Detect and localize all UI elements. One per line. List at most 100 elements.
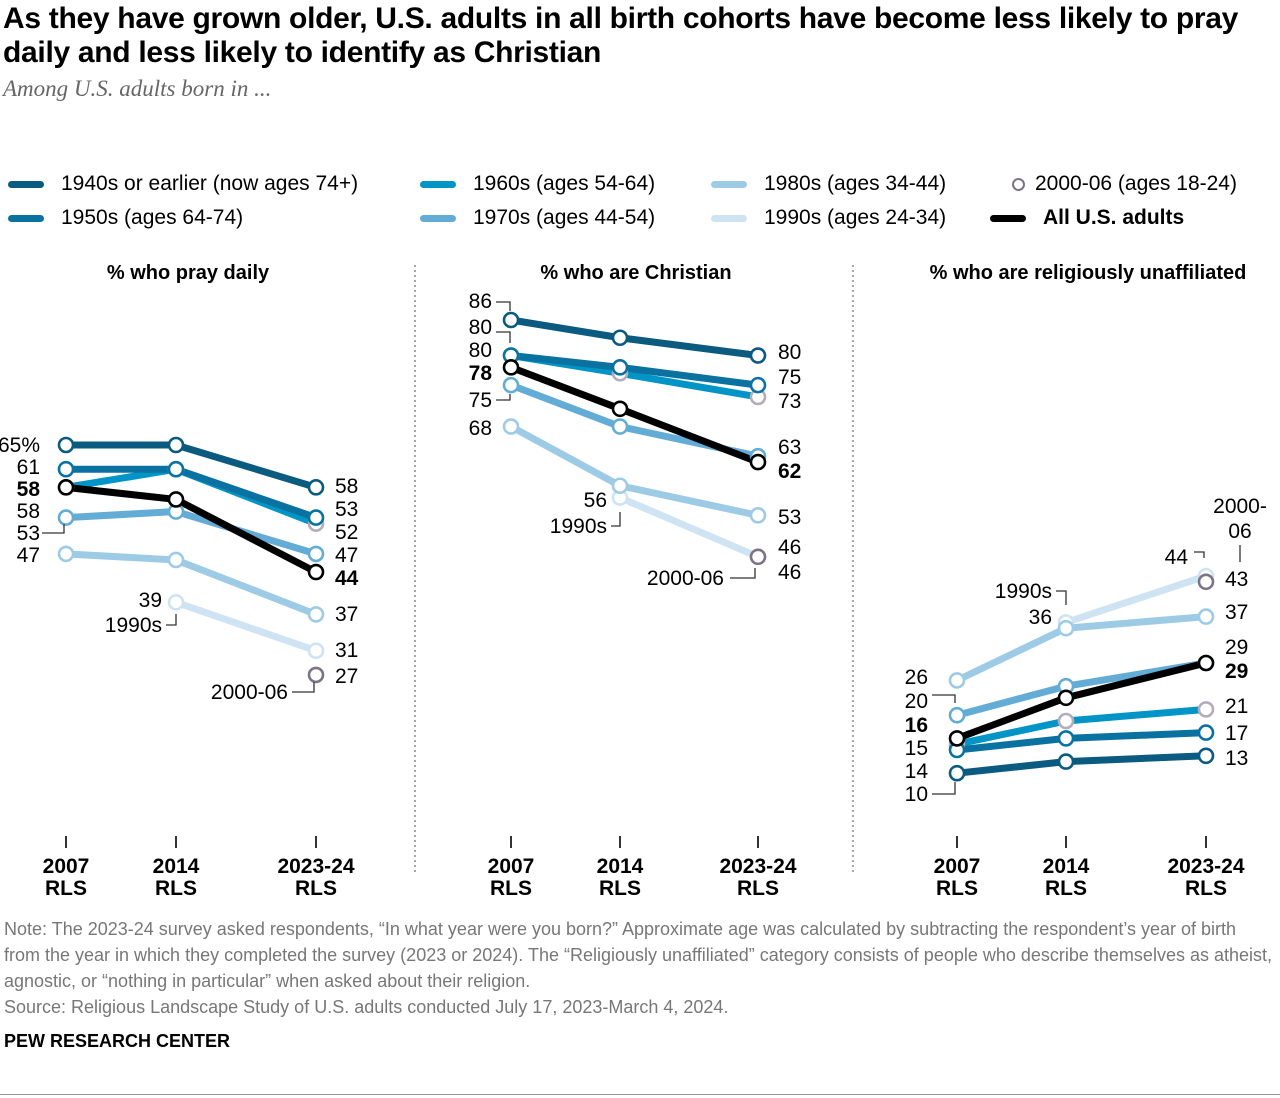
data-point-all bbox=[167, 491, 185, 508]
x-tick-label: 2007 bbox=[934, 855, 981, 878]
label-leader-line bbox=[496, 301, 511, 311]
data-point-1980s bbox=[167, 551, 185, 569]
legend-item-1940s: 1940s or earlier (now ages 74+) bbox=[8, 171, 358, 197]
note: Note: The 2023-24 survey asked responden… bbox=[4, 916, 1276, 1020]
data-label: 78 bbox=[469, 362, 493, 385]
data-label: 29 bbox=[1225, 660, 1248, 683]
data-label: 10 bbox=[905, 783, 928, 806]
x-tick-label: RLS bbox=[1185, 877, 1227, 900]
label-leader-line bbox=[42, 524, 65, 534]
series-line-1990s bbox=[1064, 572, 1208, 626]
series-line-1990s bbox=[618, 494, 760, 561]
data-label: 26 bbox=[905, 666, 928, 689]
x-tick-label: 2007 bbox=[488, 855, 535, 878]
panel-title: % who are Christian bbox=[540, 262, 731, 284]
data-point-1950s bbox=[167, 460, 185, 478]
data-point-1980s bbox=[948, 672, 966, 689]
legend-item-1980s: 1980s (ages 34-44) bbox=[711, 171, 946, 197]
data-point-1970s bbox=[57, 509, 75, 526]
legend-swatch bbox=[420, 214, 456, 222]
data-label: 06 bbox=[1228, 520, 1251, 543]
data-point-1980s bbox=[611, 477, 629, 495]
data-point-1960s bbox=[1057, 712, 1075, 730]
data-label: 75 bbox=[778, 366, 801, 389]
data-label: 86 bbox=[469, 290, 492, 313]
source-text: Source: Religious Landscape Study of U.S… bbox=[4, 997, 729, 1017]
x-tick-label: RLS bbox=[490, 877, 532, 900]
data-label: 2000- bbox=[1213, 495, 1267, 518]
data-label: 52 bbox=[335, 521, 358, 544]
data-label: 15 bbox=[905, 737, 928, 760]
legend-label: 1960s (ages 54-64) bbox=[473, 172, 656, 195]
data-point-1940s bbox=[1057, 753, 1075, 770]
legend-item-1970s: 1970s (ages 44-54) bbox=[420, 205, 655, 231]
data-point-all bbox=[749, 453, 767, 471]
legend-swatch bbox=[8, 214, 44, 222]
data-point-1950s bbox=[307, 509, 325, 526]
data-label: 62 bbox=[778, 460, 801, 483]
panel-title: % who are religiously unaffiliated bbox=[930, 262, 1247, 284]
data-point-all bbox=[1197, 654, 1215, 672]
panel-2: % who are Christian2007RLS2014RLS2023-24… bbox=[469, 262, 802, 900]
data-label: 61 bbox=[17, 456, 40, 479]
legend-swatch bbox=[8, 180, 44, 188]
footer: Note: The 2023-24 survey asked responden… bbox=[4, 916, 1276, 1052]
data-point-1960s bbox=[1197, 701, 1215, 718]
data-point-all bbox=[307, 563, 325, 581]
data-point-1980s bbox=[502, 418, 520, 435]
legend-label: 1970s (ages 44-54) bbox=[473, 206, 656, 229]
label-leader-line bbox=[292, 682, 315, 693]
legend-item-1990s: 1990s (ages 24-34) bbox=[711, 205, 946, 231]
data-point-1950s bbox=[611, 359, 629, 376]
data-label: 13 bbox=[1225, 747, 1248, 770]
label-leader-line bbox=[496, 331, 511, 343]
data-point-all bbox=[502, 359, 520, 376]
data-label: 58 bbox=[17, 500, 40, 523]
data-point-1970s bbox=[611, 418, 629, 435]
data-label: 68 bbox=[469, 417, 492, 440]
data-point-1980s bbox=[749, 507, 767, 524]
data-point-2000-06 bbox=[749, 548, 767, 566]
label-leader-line bbox=[496, 394, 511, 401]
label-leader-line bbox=[730, 568, 756, 579]
data-label: 2000-06 bbox=[647, 567, 724, 590]
data-label: 63 bbox=[778, 436, 801, 459]
data-label: 16 bbox=[905, 714, 928, 737]
data-point-1940s bbox=[948, 764, 966, 782]
data-point-1950s bbox=[1057, 730, 1075, 747]
legend-label: 2000-06 (ages 18-24) bbox=[1035, 172, 1237, 195]
data-point-1970s bbox=[948, 706, 966, 724]
label-leader-line bbox=[1056, 590, 1067, 605]
data-point-1940s bbox=[57, 436, 75, 454]
x-tick-label: 2014 bbox=[597, 855, 644, 878]
data-label: 47 bbox=[17, 544, 40, 567]
data-label: 2000-06 bbox=[211, 681, 288, 704]
data-point-2000-06 bbox=[1197, 573, 1215, 591]
data-point-all bbox=[57, 479, 75, 496]
x-tick-label: RLS bbox=[599, 877, 641, 900]
panel-title: % who pray daily bbox=[107, 262, 270, 284]
data-point-1950s bbox=[749, 376, 767, 394]
data-point-1990s bbox=[307, 642, 325, 660]
data-point-1940s bbox=[1197, 747, 1215, 765]
data-point-all bbox=[1057, 689, 1075, 707]
label-leader-line bbox=[166, 614, 177, 626]
data-point-1940s bbox=[611, 329, 629, 347]
x-tick-label: RLS bbox=[737, 877, 779, 900]
data-point-1990s bbox=[167, 593, 185, 611]
panel-3: % who are religiously unaffiliated 2007 RL… bbox=[905, 262, 1267, 900]
data-point-1970s bbox=[307, 545, 325, 563]
data-label: 58 bbox=[17, 478, 41, 501]
series-line-1940s bbox=[510, 316, 759, 359]
legend-swatch bbox=[711, 180, 747, 188]
data-point-all bbox=[948, 730, 966, 747]
legend-item-1960s: 1960s (ages 54-64) bbox=[420, 171, 655, 197]
x-tick-label: 2007 bbox=[43, 855, 90, 878]
data-label: 1990s bbox=[550, 515, 607, 538]
data-label: 1990s bbox=[995, 580, 1052, 603]
data-label: 58 bbox=[335, 475, 358, 498]
data-label: 36 bbox=[1029, 606, 1052, 629]
data-label: 44 bbox=[1165, 546, 1189, 569]
data-point-1940s bbox=[749, 347, 767, 364]
